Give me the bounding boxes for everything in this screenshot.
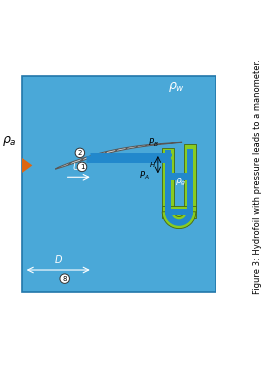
Circle shape bbox=[60, 274, 69, 284]
Bar bbox=[165, 209, 193, 215]
Circle shape bbox=[77, 162, 87, 172]
Text: $D$: $D$ bbox=[54, 253, 63, 265]
Bar bbox=[165, 150, 171, 212]
Bar bbox=[22, 76, 216, 292]
Text: 2: 2 bbox=[78, 150, 82, 156]
Wedge shape bbox=[162, 212, 196, 229]
Text: $\rho_g$: $\rho_g$ bbox=[175, 177, 187, 188]
Text: $P_B$: $P_B$ bbox=[148, 136, 159, 149]
Text: $H$: $H$ bbox=[149, 160, 156, 169]
Bar bbox=[162, 206, 196, 218]
Text: Figure 3: Hydrofoil with pressure leads to a manometer.: Figure 3: Hydrofoil with pressure leads … bbox=[253, 59, 262, 294]
Bar bbox=[186, 149, 193, 212]
Polygon shape bbox=[55, 142, 182, 169]
Text: 1: 1 bbox=[80, 164, 84, 170]
Bar bbox=[162, 147, 174, 212]
Text: $P_A$: $P_A$ bbox=[139, 170, 149, 183]
Text: $\rho_w$: $\rho_w$ bbox=[168, 80, 185, 94]
Polygon shape bbox=[22, 158, 32, 173]
Text: $\rho_a$: $\rho_a$ bbox=[2, 134, 17, 148]
Circle shape bbox=[75, 148, 85, 158]
Bar bbox=[184, 144, 196, 212]
Text: 8: 8 bbox=[62, 276, 67, 282]
Wedge shape bbox=[165, 212, 193, 226]
Text: $U_\infty$: $U_\infty$ bbox=[72, 161, 85, 173]
